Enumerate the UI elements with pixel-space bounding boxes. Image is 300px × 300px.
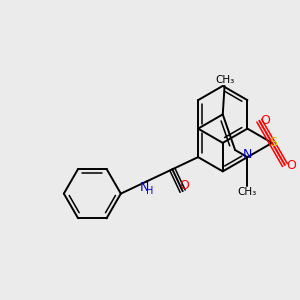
Text: S: S: [269, 136, 277, 149]
Text: N: N: [243, 148, 252, 160]
Text: H: H: [146, 186, 153, 196]
Text: O: O: [260, 114, 270, 127]
Text: CH₃: CH₃: [215, 75, 235, 85]
Text: O: O: [179, 179, 189, 192]
Text: CH₃: CH₃: [238, 187, 257, 197]
Text: O: O: [286, 159, 296, 172]
Text: N: N: [140, 181, 149, 194]
